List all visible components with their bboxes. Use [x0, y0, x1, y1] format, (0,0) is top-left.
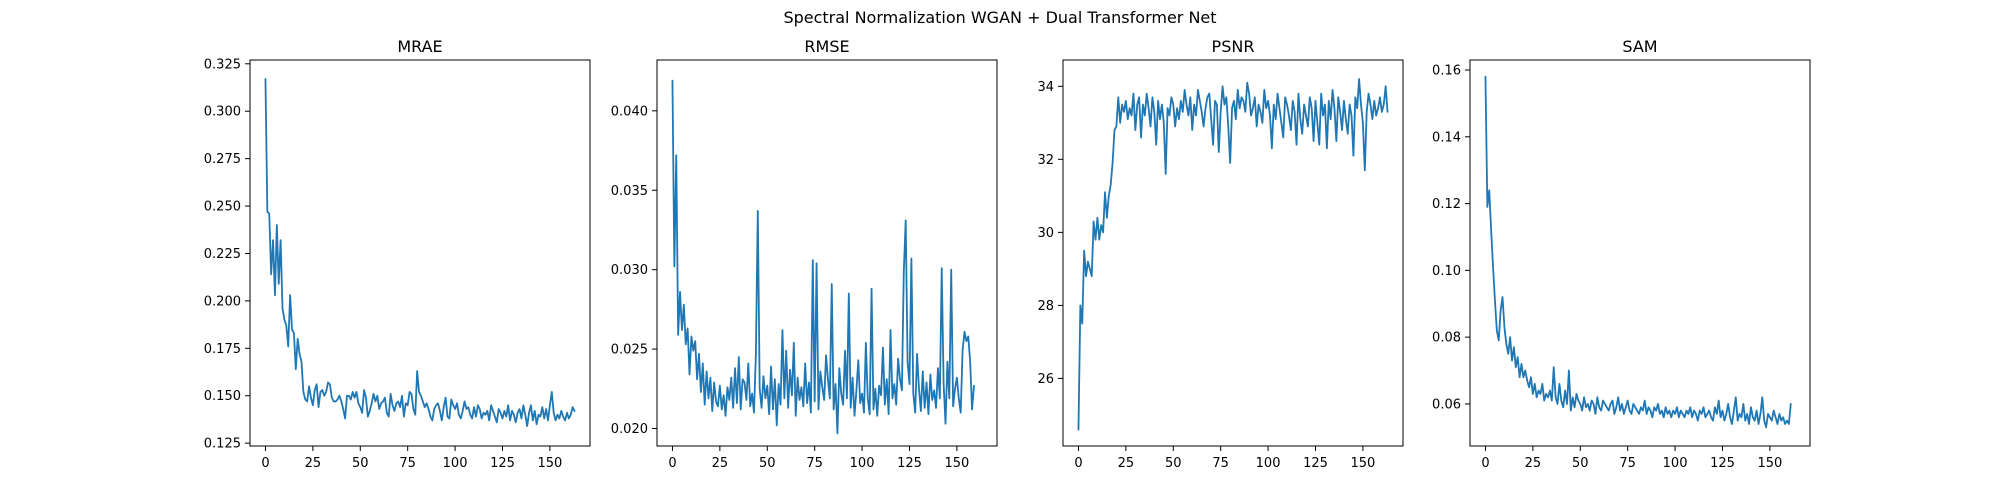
series-line	[1484, 75, 1792, 429]
chart-panel-rmse: RMSE 0 25 50 75 100 125 150 0.020 0.025 0.030 0.035…	[611, 37, 998, 471]
y-tick-label: 0.200	[204, 294, 241, 309]
panel-title: MRAE	[397, 37, 442, 56]
x-tick-label: 150	[1350, 456, 1375, 471]
x-tick-label: 150	[944, 456, 969, 471]
y-tick-label: 0.275	[204, 152, 241, 167]
y-tick-label: 30	[1037, 226, 1054, 241]
x-tick-label: 100	[1256, 456, 1281, 471]
x-tick-label: 50	[1165, 456, 1182, 471]
y-tick-label: 0.020	[611, 422, 648, 437]
y-tick-label: 0.12	[1432, 197, 1461, 212]
x-tick-label: 125	[1710, 456, 1735, 471]
x-tick-label: 100	[850, 456, 875, 471]
y-tick-label: 0.16	[1432, 64, 1461, 79]
axes-frame	[1062, 59, 1404, 447]
x-tick-label: 0	[1074, 456, 1082, 471]
figure-title: Spectral Normalization WGAN + Dual Trans…	[783, 8, 1216, 27]
x-tick-label: 0	[261, 456, 269, 471]
series-line	[1077, 78, 1389, 431]
y-tick-label: 0.300	[204, 105, 241, 120]
x-tick-label: 125	[490, 456, 515, 471]
series-line	[264, 78, 576, 427]
x-tick-label: 125	[1303, 456, 1328, 471]
panel-title: SAM	[1622, 37, 1657, 56]
y-tick-label: 0.06	[1432, 397, 1461, 412]
y-tick-label: 0.08	[1432, 331, 1461, 346]
x-tick-label: 50	[352, 456, 369, 471]
chart-panel-sam: SAM 0 25 50 75 100 125 150 0.06 0.08 0.10 0.12 0.14 0…	[1432, 37, 1811, 471]
x-tick-label: 75	[806, 456, 823, 471]
x-tick-label: 75	[1619, 456, 1636, 471]
y-tick-label: 34	[1037, 80, 1054, 95]
x-tick-label: 25	[1525, 456, 1542, 471]
x-tick-label: 100	[1663, 456, 1688, 471]
y-tick-label: 0.225	[204, 247, 241, 262]
axes-frame	[1469, 59, 1811, 447]
x-tick-label: 75	[399, 456, 416, 471]
y-tick-label: 0.025	[611, 343, 648, 358]
y-tick-label: 32	[1037, 153, 1054, 168]
y-tick-label: 0.325	[204, 57, 241, 72]
x-tick-label: 25	[305, 456, 322, 471]
x-tick-label: 25	[1118, 456, 1135, 471]
y-tick-label: 0.125	[204, 437, 241, 452]
x-tick-label: 125	[897, 456, 922, 471]
y-tick-label: 0.030	[611, 263, 648, 278]
y-tick-label: 0.150	[204, 389, 241, 404]
x-tick-label: 75	[1212, 456, 1229, 471]
panel-title: PSNR	[1212, 37, 1255, 56]
x-tick-label: 100	[443, 456, 468, 471]
chart-panel-psnr: PSNR 0 25 50 75 100 125 150 26 28 30 32 34	[1037, 37, 1404, 471]
y-tick-label: 0.175	[204, 342, 241, 357]
y-tick-label: 0.14	[1432, 130, 1461, 145]
x-tick-label: 0	[1481, 456, 1489, 471]
axes-frame	[656, 59, 998, 447]
y-tick-label: 0.10	[1432, 264, 1461, 279]
y-tick-label: 0.250	[204, 200, 241, 215]
chart-panel-mrae: MRAE 0 25 50 75 100 125 150 0.125 0.150 0.175 0.200…	[204, 37, 591, 471]
x-tick-label: 150	[537, 456, 562, 471]
chart-panels: MRAE 0 25 50 75 100 125 150 0.125 0.150 0.175 0.200…	[204, 37, 1811, 471]
y-tick-label: 0.040	[611, 104, 648, 119]
x-tick-label: 150	[1757, 456, 1782, 471]
x-tick-label: 25	[712, 456, 729, 471]
x-tick-label: 50	[1572, 456, 1589, 471]
y-tick-label: 28	[1037, 299, 1054, 314]
x-tick-label: 50	[759, 456, 776, 471]
x-tick-label: 0	[668, 456, 676, 471]
y-tick-label: 0.035	[611, 184, 648, 199]
panel-title: RMSE	[804, 37, 849, 56]
series-line	[671, 79, 975, 435]
y-tick-label: 26	[1037, 372, 1054, 387]
